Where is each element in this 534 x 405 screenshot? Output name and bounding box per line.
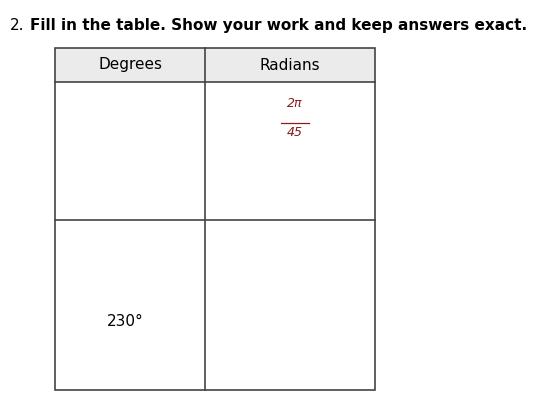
Bar bbox=[55, 48, 375, 82]
Text: Fill in the table. Show your work and keep answers exact.: Fill in the table. Show your work and ke… bbox=[30, 18, 527, 33]
Text: 230°: 230° bbox=[107, 315, 143, 330]
Text: Degrees: Degrees bbox=[98, 58, 162, 72]
Bar bbox=[55, 48, 375, 390]
Text: 2.: 2. bbox=[10, 18, 25, 33]
Text: 45: 45 bbox=[287, 126, 303, 139]
Text: Radians: Radians bbox=[260, 58, 320, 72]
Text: 2π: 2π bbox=[287, 97, 303, 110]
